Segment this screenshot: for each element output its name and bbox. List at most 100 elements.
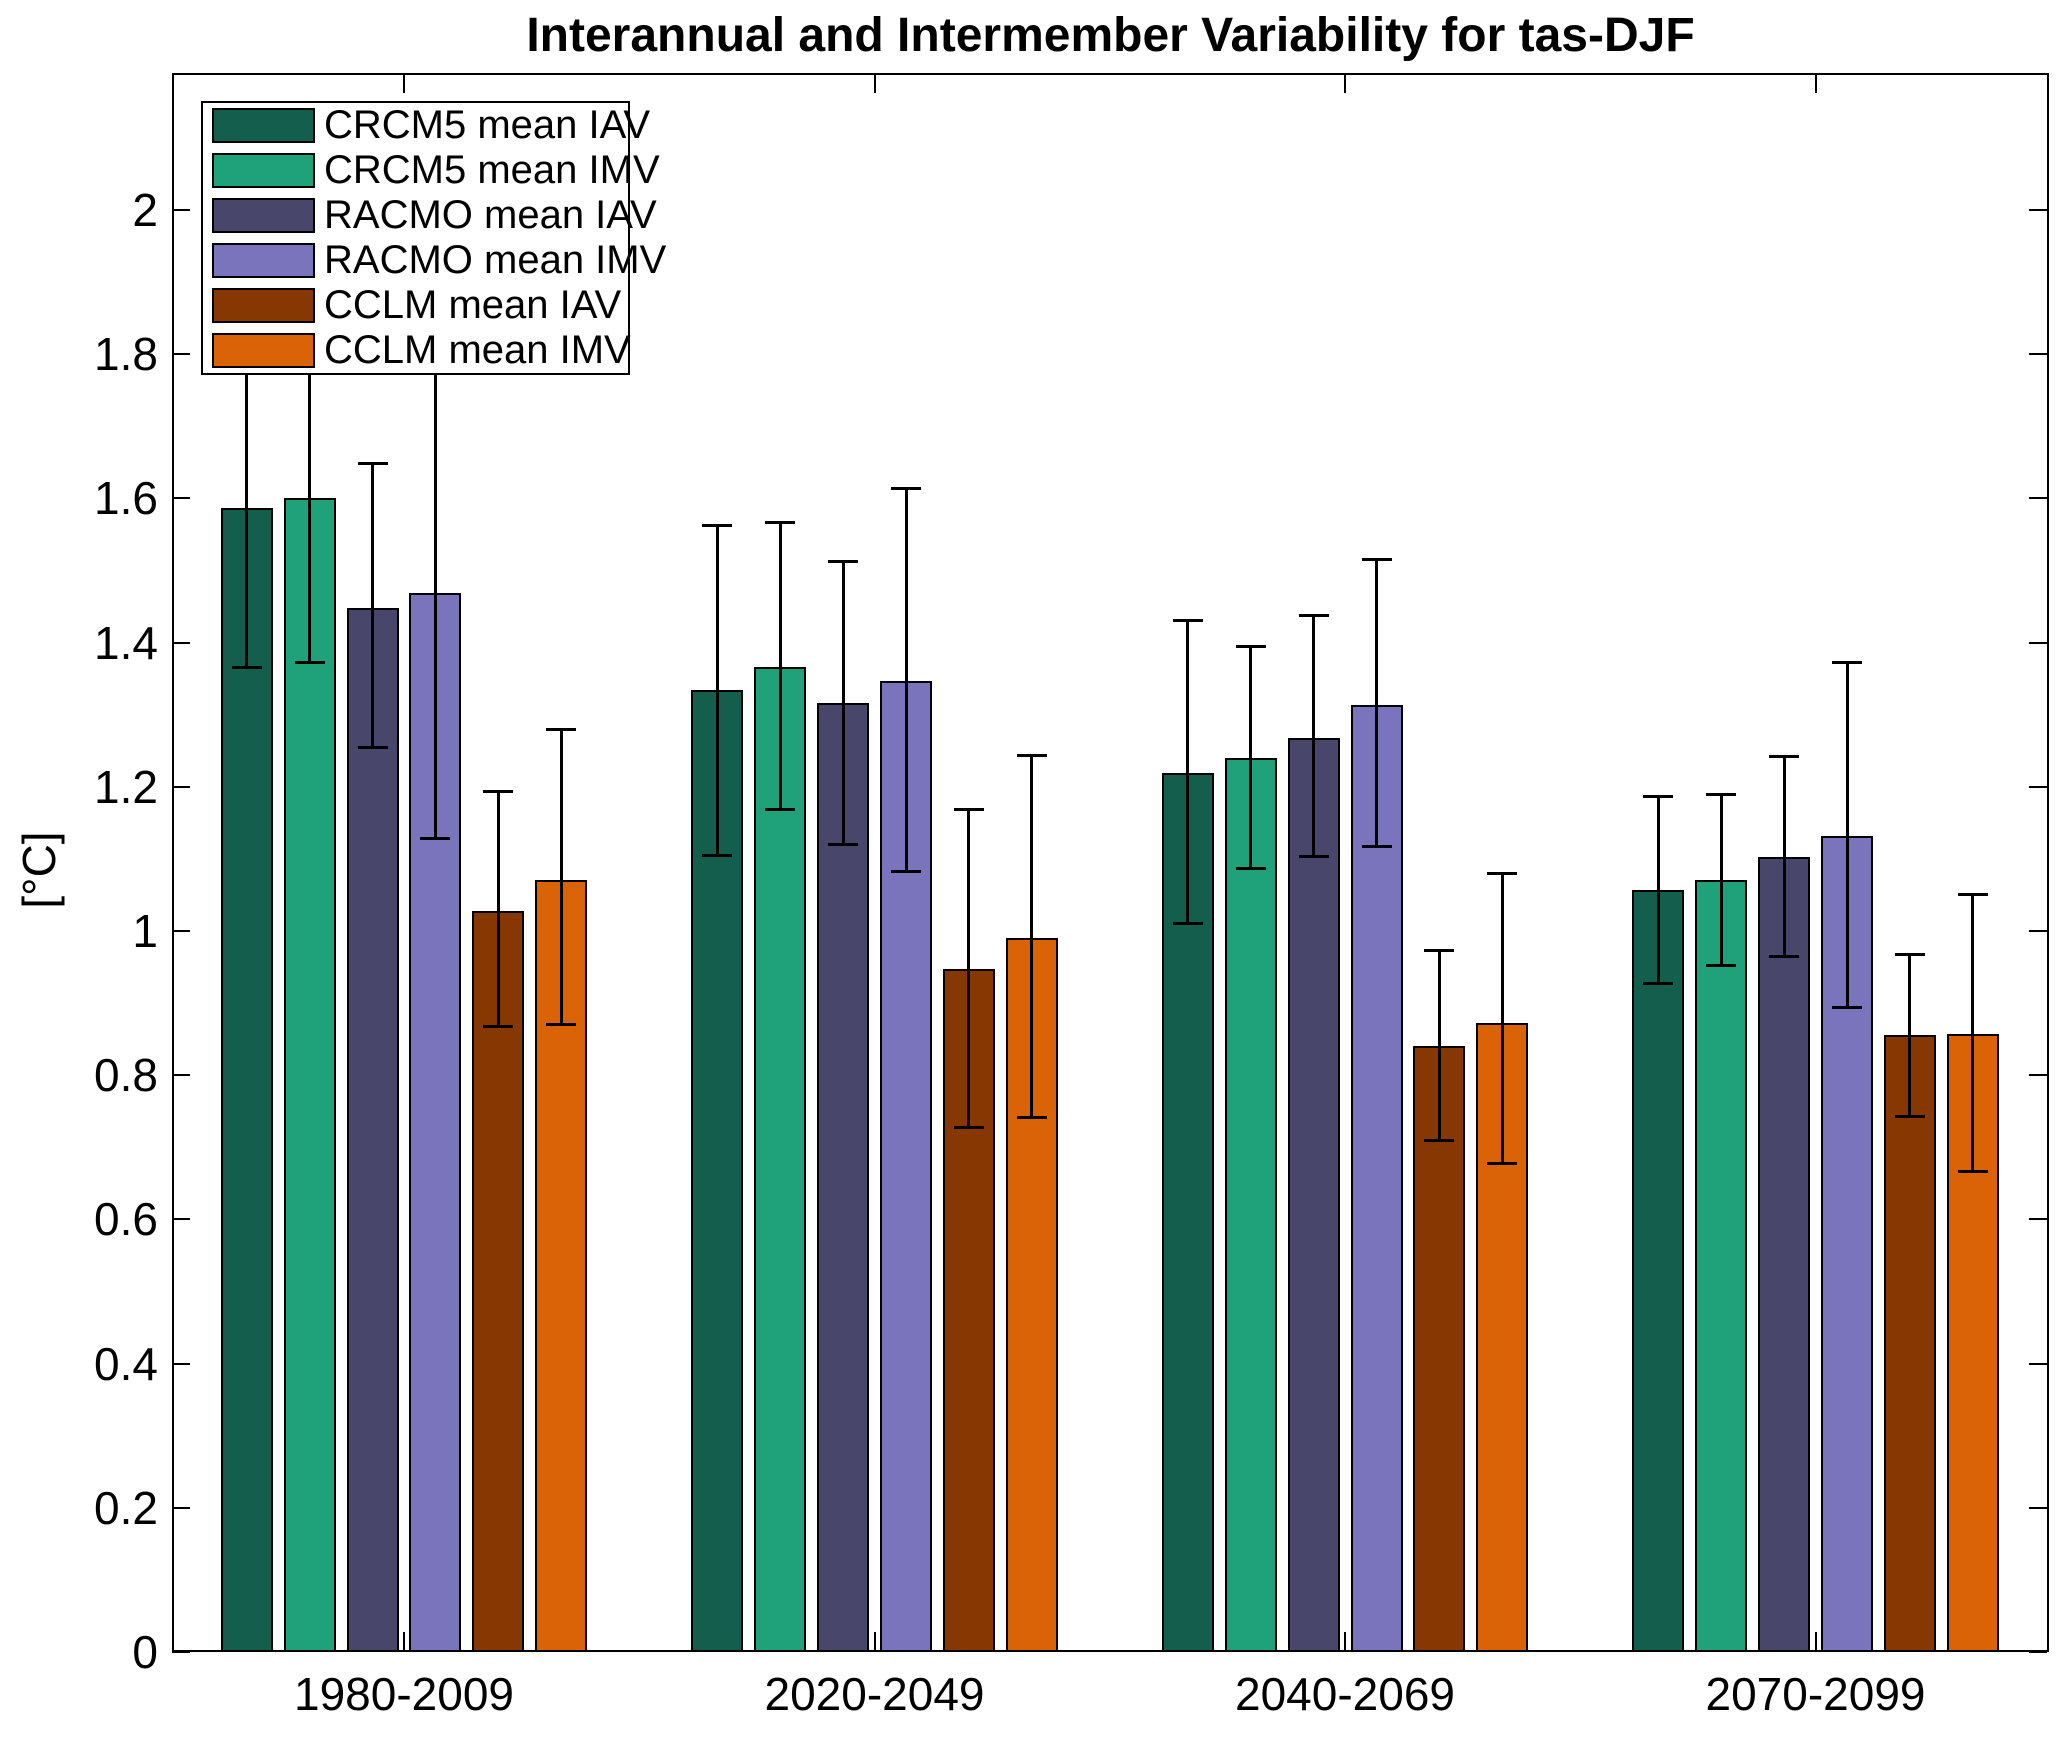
error-bar-line [1312, 615, 1315, 856]
error-bar-line [1845, 662, 1849, 1008]
bar-racmo-mean-iav [346, 608, 399, 1652]
error-bar-line [1375, 559, 1378, 847]
error-bar-cap-bottom [1424, 1139, 1455, 1143]
legend-item: CCLM mean IAV [212, 283, 628, 328]
y-axis-tick-right [2029, 1506, 2047, 1509]
y-tick-label: 1 [132, 905, 158, 957]
y-tick-label: 0.2 [94, 1481, 158, 1534]
y-axis-tick-right [2029, 209, 2047, 211]
error-bar-cap-top [1298, 614, 1329, 618]
legend-item: RACMO mean IMV [212, 238, 666, 283]
y-tick-label: 0.4 [94, 1337, 158, 1390]
error-bar-cap-top [1643, 795, 1674, 799]
y-axis-tick-right [2029, 930, 2047, 932]
x-axis-tick-bottom [1344, 1632, 1346, 1650]
error-bar-cap-top [1235, 644, 1266, 648]
x-axis-tick-bottom [403, 1632, 405, 1650]
error-bar-cap-bottom [546, 1023, 577, 1027]
error-bar-cap-top [1706, 792, 1737, 796]
y-tick-label: 0.6 [94, 1193, 158, 1246]
legend-item: CRCM5 mean IMV [212, 148, 660, 193]
error-bar-cap-bottom [483, 1025, 514, 1029]
legend-swatch [212, 153, 315, 188]
chart-title: Interannual and Intermember Variability … [526, 9, 1695, 62]
y-axis-tick-left [172, 1651, 190, 1653]
error-bar-cap-bottom [891, 870, 921, 874]
error-bar-cap-bottom [1706, 964, 1737, 968]
error-bar-line [1971, 894, 1975, 1171]
x-axis-tick-bottom [873, 1632, 876, 1650]
bar-crcm5-mean-imv [283, 498, 336, 1652]
bar-cclm-mean-iav [1413, 1046, 1466, 1652]
x-axis-tick-top [873, 75, 876, 93]
error-bar-cap-top [953, 807, 984, 811]
bar-crcm5-mean-imv [1224, 758, 1277, 1652]
y-axis-tick-left [172, 497, 190, 500]
y-tick-label: 0 [132, 1626, 158, 1678]
error-bar-cap-top [1424, 949, 1455, 952]
error-bar-line [904, 488, 908, 872]
legend-label: RACMO mean IAV [324, 193, 657, 237]
error-bar-cap-top [1832, 661, 1862, 665]
error-bar-cap-top [1016, 753, 1047, 757]
error-bar-cap-bottom [1769, 954, 1799, 958]
error-bar-cap-top [1172, 618, 1203, 622]
legend-label: RACMO mean IMV [324, 238, 667, 282]
error-bar-line [1500, 873, 1504, 1164]
error-bar-cap-bottom [294, 660, 325, 664]
bar-racmo-mean-iav [817, 703, 869, 1652]
bar-crcm5-mean-iav [691, 690, 744, 1652]
error-bar-cap-bottom [1298, 854, 1329, 858]
error-bar-line [841, 561, 845, 845]
legend-swatch [212, 198, 315, 233]
y-tick-label: 1.2 [94, 760, 158, 813]
legend: CRCM5 mean IAV CRCM5 mean IMV RACMO mean I… [201, 101, 666, 375]
y-axis-tick-left [172, 1362, 190, 1365]
error-bar-line [1186, 620, 1190, 923]
x-axis-tick-top [1344, 75, 1346, 93]
error-bar-cap-bottom [953, 1126, 984, 1130]
error-bar-line [1782, 756, 1786, 957]
legend-label: CRCM5 mean IMV [324, 148, 660, 192]
x-axis-tick-bottom [1814, 1632, 1817, 1650]
y-tick-label: 1.6 [94, 472, 158, 525]
error-bar-line [1719, 794, 1723, 966]
y-axis-tick-right [2029, 1362, 2047, 1365]
x-axis-tick-top [1814, 75, 1817, 93]
y-axis-tick-left [172, 641, 190, 644]
x-tick-label: 1980-2009 [294, 1668, 514, 1720]
legend-item: RACMO mean IAV [212, 193, 657, 238]
y-axis-tick-left [172, 353, 190, 356]
bar-racmo-mean-imv [1350, 705, 1403, 1652]
error-bar-cap-bottom [231, 665, 262, 669]
y-tick-label: 0.8 [94, 1049, 158, 1102]
x-axis-tick-top [403, 75, 405, 93]
bar-crcm5-mean-imv [1695, 879, 1748, 1652]
error-bar-cap-top [828, 559, 858, 563]
y-axis-tick-left [172, 930, 190, 932]
y-axis-tick-right [2029, 353, 2047, 356]
error-bar-cap-bottom [1016, 1115, 1047, 1119]
legend-item: CCLM mean IMV [212, 328, 631, 373]
error-bar-cap-top [546, 728, 577, 732]
error-bar-line [433, 347, 437, 838]
error-bar-cap-top [357, 461, 388, 465]
error-bar-line [1908, 954, 1912, 1117]
error-bar-cap-bottom [828, 843, 858, 846]
error-bar-cap-bottom [1172, 921, 1203, 925]
error-bar-cap-top [702, 524, 733, 528]
error-bar-cap-bottom [357, 746, 388, 750]
error-bar-cap-top [1957, 893, 1988, 897]
bar-racmo-mean-iav [1287, 737, 1340, 1652]
error-bar-cap-bottom [1894, 1114, 1925, 1118]
error-bar-cap-bottom [420, 836, 451, 840]
error-bar-line [1030, 755, 1034, 1117]
error-bar-line [1656, 796, 1660, 984]
error-bar-line [371, 463, 375, 748]
y-axis-tick-right [2029, 641, 2047, 644]
error-bar-cap-top [765, 521, 796, 525]
y-axis-tick-left [172, 785, 190, 788]
y-axis-tick-right [2029, 1651, 2047, 1653]
y-axis-tick-right [2029, 1218, 2047, 1221]
